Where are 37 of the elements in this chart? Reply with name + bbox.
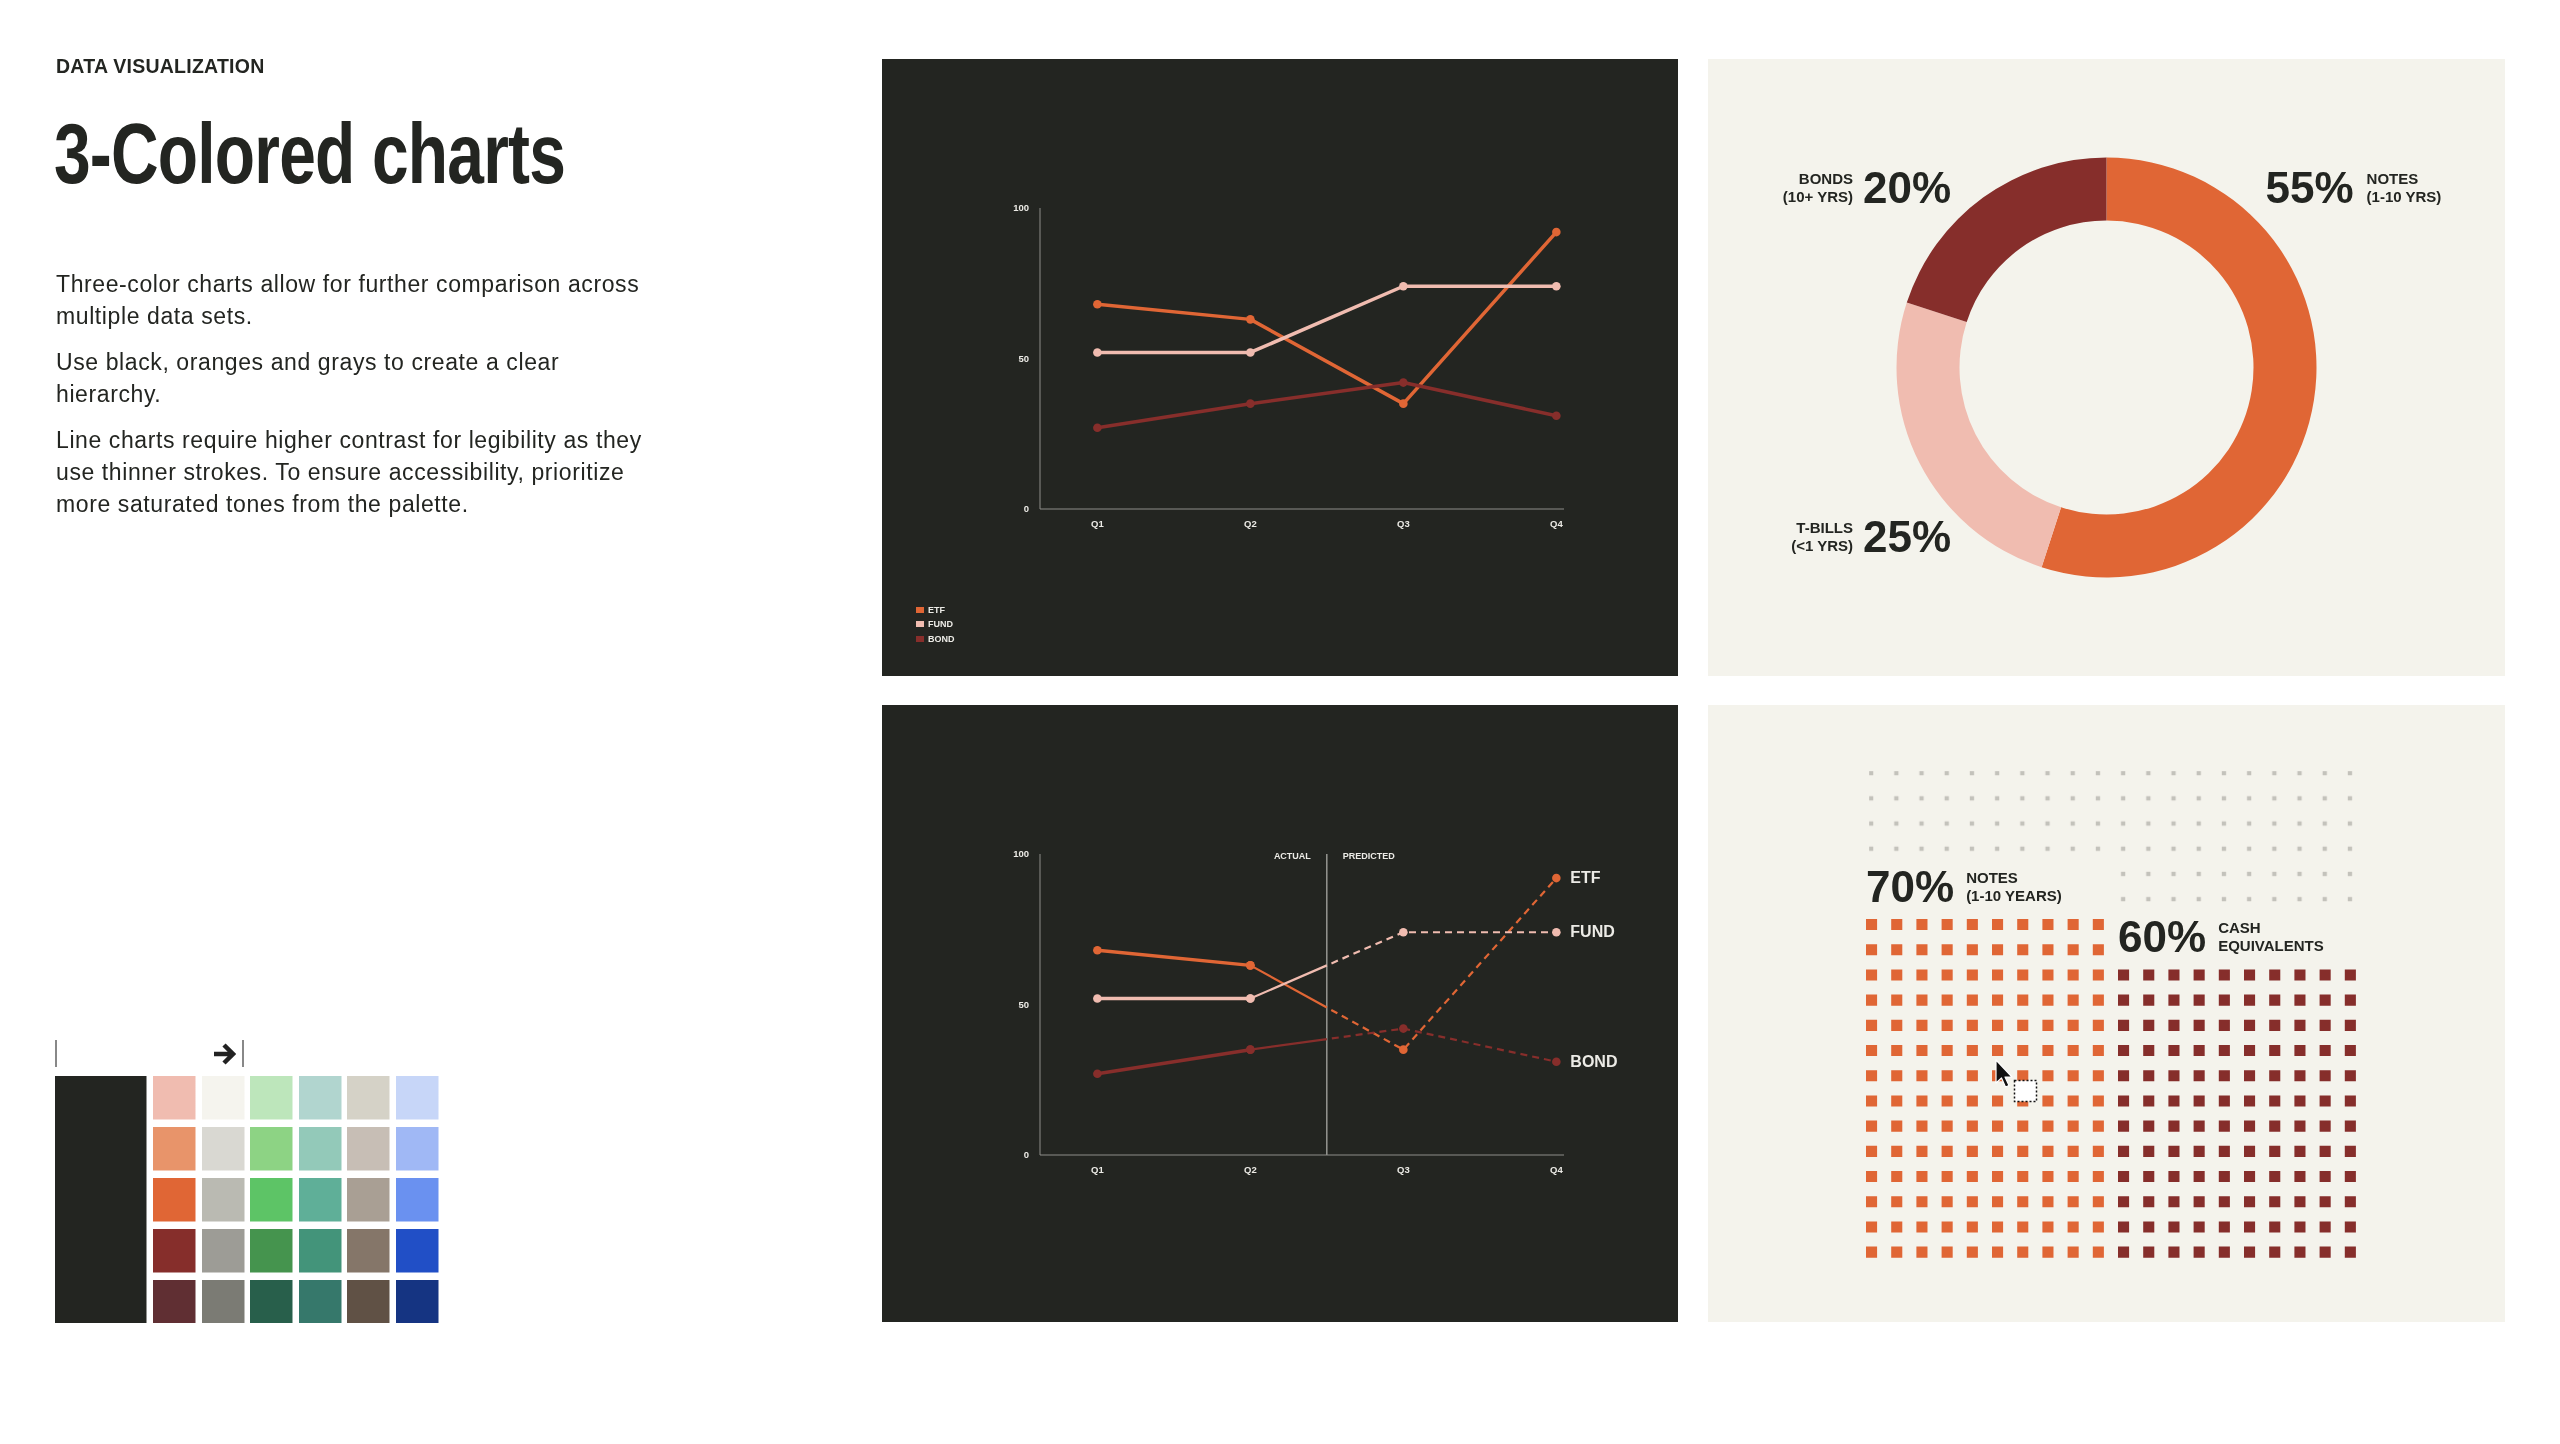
data-label: 20%: [1863, 162, 1952, 212]
series-label: FUND: [1570, 923, 1615, 941]
text: Line charts require higher contrast for legibility as they use thinner strokes. To ensure accessibility, prioritize more saturated tones from the palette.: [56, 426, 643, 519]
annotation: ACTUAL: [1273, 850, 1311, 861]
text: Use black, oranges and grays to create a clear hierarchy.: [56, 348, 561, 409]
y-tick-label: 0: [1023, 503, 1029, 515]
x-tick-label: Q3: [1397, 517, 1410, 529]
y-tick-label: 50: [1018, 352, 1029, 364]
data-label: 25%: [1863, 511, 1952, 561]
x-tick-label: Q1: [1091, 517, 1105, 529]
data-label: 70%: [1866, 862, 1955, 911]
x-tick-label: Q1: [1091, 1163, 1105, 1175]
x-tick-label: Q4: [1550, 517, 1564, 529]
slice-label: NOTES (1-10 YRS): [2366, 169, 2442, 206]
y-tick-label: 50: [1018, 998, 1029, 1010]
legend-label: BOND: [928, 632, 955, 646]
category-label: CASH EQUIVALENTS: [2218, 919, 2324, 956]
legend-label: FUND: [928, 618, 953, 631]
slice-label: BONDS (10+ YRS): [1782, 169, 1854, 206]
series-label: BOND: [1570, 1052, 1618, 1070]
text: 3-Colored charts: [54, 106, 566, 201]
y-tick-label: 100: [1013, 848, 1029, 860]
series-label: ETF: [1570, 869, 1601, 887]
y-tick-label: 0: [1023, 1149, 1029, 1161]
legend-label: ETF: [928, 603, 945, 617]
y-tick-label: 100: [1013, 202, 1029, 214]
category-label: NOTES (1-10 YEARS): [1966, 869, 2062, 905]
x-tick-label: Q3: [1397, 1163, 1410, 1175]
text: DATA VISUALIZATION: [56, 55, 265, 77]
text: Three-color charts allow for further comparison across multiple data sets.: [56, 270, 641, 331]
slice-label: T-BILLS (<1 YRS): [1791, 518, 1854, 555]
data-label: 55%: [2265, 162, 2354, 212]
annotation: PREDICTED: [1342, 850, 1395, 861]
data-label: 60%: [2118, 912, 2207, 962]
x-tick-label: Q2: [1244, 1163, 1257, 1175]
x-tick-label: Q4: [1550, 1163, 1564, 1175]
x-tick-label: Q2: [1244, 517, 1257, 529]
